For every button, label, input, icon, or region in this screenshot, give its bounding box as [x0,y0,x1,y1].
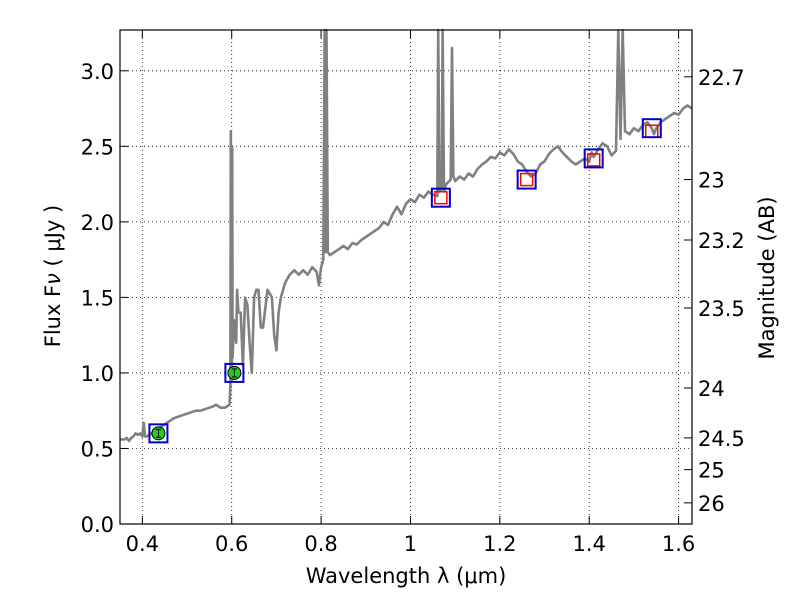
y2-tick-label: 26 [698,492,725,516]
model-box [148,423,169,444]
photometry-markers [148,118,662,444]
photometry-point-red [586,153,601,167]
x-tick-label: 0.8 [304,532,337,556]
y2-tick-label: 22.7 [698,66,745,90]
y2-tick-label: 24.5 [698,427,745,451]
y2-axis-label: Magnitude (AB) [755,196,779,359]
model-box [224,362,245,383]
model-box [583,148,604,169]
y-tick-label: 3.0 [81,60,114,84]
y-tick-label: 1.0 [81,362,114,386]
x-axis-label: Wavelength λ (μm) [306,564,507,588]
plot-frame [119,29,693,525]
x-tick-label: 1.6 [662,532,695,556]
x-tick-label: 1 [404,532,417,556]
model-box [430,187,451,208]
y2-tick-label: 25 [698,459,725,483]
photometry-point-red [519,172,534,187]
model-box [516,169,537,190]
y2-tick-label: 24 [698,377,725,401]
x-tick-label: 0.6 [215,532,248,556]
y-tick-label: 1.5 [81,286,114,310]
y2-tick-label: 23.5 [698,297,745,321]
grid-lines [120,30,692,525]
y-tick-label: 0.5 [81,437,114,461]
photometry-point-red [434,190,448,205]
y-axis-label: Flux Fν ( μJy ) [41,205,65,348]
y2-tick-label: 23.2 [698,229,745,253]
x-tick-label: 1.2 [483,532,516,556]
spectrum-line [120,28,693,443]
x-tick-label: 0.4 [126,532,159,556]
spectrum-layer [120,28,693,443]
x-tick-label: 1.4 [573,532,606,556]
y2-tick-label: 23 [698,169,725,193]
y-tick-label: 0.0 [81,513,114,537]
model-box [641,118,662,139]
axis-ticks: 0.4 0.6 0.8 1 1.2 1.4 1.6 0.0 0.5 1.0 1.5 2.0 2.5 3.0… [81,30,745,556]
y-tick-label: 2.0 [81,211,114,235]
y-tick-label: 2.5 [81,135,114,159]
